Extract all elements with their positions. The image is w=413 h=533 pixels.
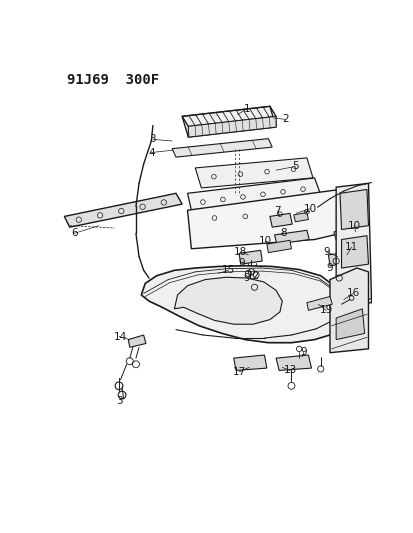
Polygon shape bbox=[141, 265, 343, 343]
Polygon shape bbox=[195, 158, 312, 188]
Polygon shape bbox=[243, 268, 266, 281]
Polygon shape bbox=[328, 252, 351, 265]
Polygon shape bbox=[233, 355, 266, 370]
Text: 7: 7 bbox=[274, 206, 280, 216]
Polygon shape bbox=[339, 189, 368, 230]
Polygon shape bbox=[188, 116, 275, 137]
Text: 18: 18 bbox=[233, 247, 247, 257]
Polygon shape bbox=[172, 139, 272, 157]
Text: 9: 9 bbox=[243, 273, 249, 283]
Polygon shape bbox=[335, 309, 364, 340]
Text: 10: 10 bbox=[303, 204, 316, 214]
Polygon shape bbox=[266, 240, 291, 253]
Text: 11: 11 bbox=[344, 242, 357, 252]
Polygon shape bbox=[269, 213, 292, 227]
Text: 2: 2 bbox=[281, 115, 288, 124]
Text: 14: 14 bbox=[114, 332, 127, 342]
Text: 8: 8 bbox=[280, 228, 286, 238]
Polygon shape bbox=[306, 296, 332, 310]
Text: 10: 10 bbox=[258, 236, 271, 246]
Text: 15: 15 bbox=[221, 265, 235, 276]
Text: 16: 16 bbox=[346, 288, 359, 298]
Text: 1: 1 bbox=[243, 103, 249, 114]
Polygon shape bbox=[329, 268, 368, 353]
Polygon shape bbox=[128, 335, 146, 348]
Text: 3: 3 bbox=[115, 396, 122, 406]
Text: 19: 19 bbox=[319, 305, 332, 316]
Polygon shape bbox=[174, 277, 282, 324]
Polygon shape bbox=[64, 193, 182, 227]
Polygon shape bbox=[335, 183, 371, 306]
Polygon shape bbox=[333, 228, 354, 240]
Text: 5: 5 bbox=[291, 161, 298, 172]
Text: 3: 3 bbox=[149, 134, 156, 144]
Polygon shape bbox=[293, 213, 308, 222]
Text: 9: 9 bbox=[300, 347, 306, 357]
Text: 9: 9 bbox=[237, 257, 244, 268]
Text: 9: 9 bbox=[326, 263, 332, 273]
Polygon shape bbox=[187, 189, 356, 249]
Text: 91J69  300F: 91J69 300F bbox=[66, 73, 159, 87]
Text: 10: 10 bbox=[347, 221, 360, 231]
Text: 4: 4 bbox=[148, 148, 154, 158]
Polygon shape bbox=[239, 251, 261, 264]
Polygon shape bbox=[275, 355, 311, 370]
Polygon shape bbox=[274, 230, 309, 244]
Text: 13: 13 bbox=[282, 366, 296, 375]
Text: 17: 17 bbox=[232, 367, 245, 377]
Polygon shape bbox=[341, 236, 368, 268]
Polygon shape bbox=[182, 106, 275, 137]
Text: 9: 9 bbox=[323, 247, 330, 257]
Text: 12: 12 bbox=[246, 271, 259, 281]
Polygon shape bbox=[187, 178, 320, 210]
Text: 6: 6 bbox=[71, 228, 78, 238]
